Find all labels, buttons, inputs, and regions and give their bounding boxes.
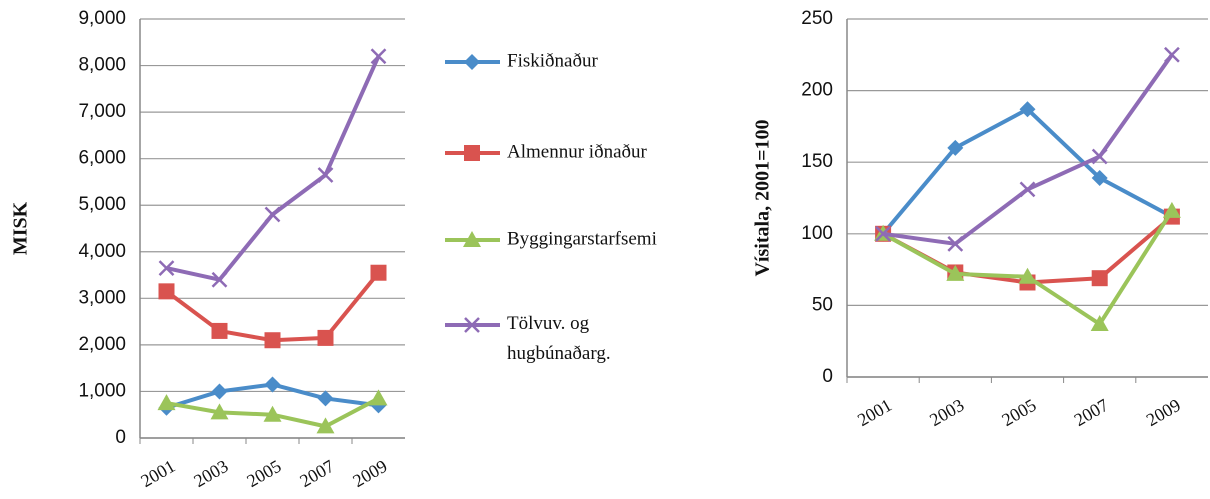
marker: [158, 283, 175, 300]
marker: [317, 390, 334, 407]
series-line: [165, 271, 381, 343]
x-tick-label: 2005: [243, 456, 284, 491]
y-tick-label: 2,000: [78, 334, 126, 355]
marker: [211, 271, 228, 288]
marker: [1019, 101, 1036, 118]
y-axis-label: MISK: [10, 201, 32, 255]
marker: [1018, 267, 1037, 284]
legend-label: Almennur iðnaður: [507, 141, 648, 162]
marker: [157, 394, 176, 411]
marker: [1019, 181, 1036, 198]
x-tick-label: 2003: [926, 395, 967, 430]
marker: [947, 235, 964, 252]
legend-label: Byggingarstarfsemi: [507, 228, 657, 249]
marker: [316, 417, 335, 434]
y-tick-label: 0: [822, 366, 833, 387]
marker: [263, 405, 282, 422]
x-tick-label: 2007: [296, 456, 337, 491]
x-tick-label: 2001: [137, 456, 178, 491]
y-tick-label: 5,000: [78, 194, 126, 215]
marker: [875, 225, 891, 242]
x-tick-label: 2009: [1143, 395, 1184, 430]
y-tick-label: 1,000: [78, 380, 126, 401]
y-tick-label: 8,000: [78, 55, 126, 76]
legend-label: Tölvuv. og hugbúnaðarg.: [507, 313, 611, 364]
marker: [1090, 315, 1109, 332]
marker: [264, 332, 281, 349]
marker: [369, 389, 388, 406]
y-tick-label: 0: [115, 427, 126, 448]
x-tick-label: 2009: [349, 456, 390, 491]
y-tick-label: 4,000: [78, 241, 126, 262]
x-tick-label: 2007: [1071, 395, 1112, 430]
marker: [317, 329, 334, 346]
marker: [1164, 46, 1180, 63]
legend-line-1: Tölvuv. og: [507, 313, 590, 334]
marker: [211, 322, 228, 339]
y-axis-label: Vísitala, 2001=100: [752, 120, 774, 277]
x-tick-label: 2001: [854, 395, 895, 430]
marker: [464, 54, 480, 70]
marker: [946, 264, 965, 281]
series-line: [882, 209, 1174, 327]
y-tick-label: 3,000: [78, 287, 126, 308]
marker: [463, 231, 481, 247]
y-tick-label: 50: [812, 294, 833, 315]
series-line: [881, 107, 1173, 236]
marker: [211, 383, 228, 400]
y-tick-label: 100: [801, 223, 833, 244]
marker: [158, 260, 175, 276]
marker: [1091, 148, 1108, 165]
marker: [370, 264, 387, 281]
series-line: [166, 55, 381, 282]
marker: [1091, 270, 1108, 287]
legend-line-2: hugbúnaðarg.: [507, 343, 611, 364]
y-tick-label: 9,000: [78, 8, 126, 29]
marker: [264, 206, 281, 223]
marker: [317, 167, 334, 183]
marker: [264, 376, 281, 393]
marker: [370, 48, 387, 65]
series-line: [882, 53, 1174, 246]
marker: [464, 145, 480, 161]
marker: [464, 317, 480, 333]
y-tick-label: 200: [801, 80, 833, 101]
y-tick-label: 7,000: [78, 101, 126, 122]
legend-label: Fiskiðnaður: [507, 50, 598, 71]
marker: [947, 139, 964, 156]
x-tick-label: 2005: [998, 395, 1039, 430]
marker: [1091, 169, 1108, 186]
x-tick-label: 2003: [190, 456, 231, 491]
marker: [210, 403, 229, 420]
y-tick-label: 6,000: [78, 148, 126, 169]
marker: [1162, 201, 1181, 218]
y-tick-label: 250: [801, 8, 833, 29]
y-tick-label: 150: [801, 151, 833, 172]
